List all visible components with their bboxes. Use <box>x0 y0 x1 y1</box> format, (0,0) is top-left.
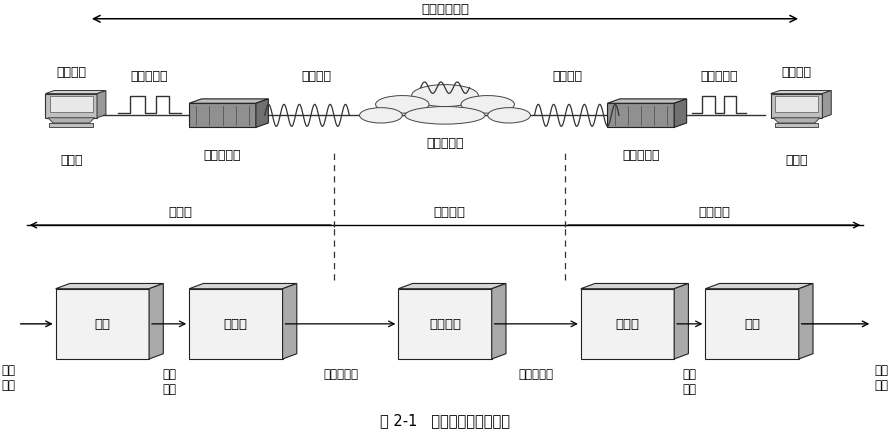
Text: 模拟信号: 模拟信号 <box>301 70 331 83</box>
Text: 数字比特流: 数字比特流 <box>700 70 738 83</box>
Polygon shape <box>45 91 106 94</box>
Text: 计算机: 计算机 <box>60 153 83 166</box>
Polygon shape <box>799 284 813 359</box>
Ellipse shape <box>461 96 514 114</box>
Text: 数字比特流: 数字比特流 <box>131 70 168 83</box>
Polygon shape <box>581 289 675 359</box>
Polygon shape <box>48 118 94 124</box>
Text: 图 2-1   数据通信系统的模型: 图 2-1 数据通信系统的模型 <box>380 412 510 427</box>
Polygon shape <box>771 94 822 118</box>
Polygon shape <box>822 91 831 118</box>
Polygon shape <box>675 284 689 359</box>
Polygon shape <box>675 99 687 128</box>
Text: 接收的信号: 接收的信号 <box>519 367 554 380</box>
Polygon shape <box>190 104 256 128</box>
Polygon shape <box>399 289 491 359</box>
Polygon shape <box>491 284 506 359</box>
Text: 传输系统: 传输系统 <box>429 318 461 331</box>
Text: 输入汉字: 输入汉字 <box>56 66 86 79</box>
Polygon shape <box>190 289 283 359</box>
Text: 终点: 终点 <box>744 318 760 331</box>
Polygon shape <box>97 91 106 118</box>
Polygon shape <box>190 284 297 289</box>
Ellipse shape <box>376 96 429 114</box>
Text: 源系统: 源系统 <box>168 206 192 219</box>
Text: 模拟信号: 模拟信号 <box>553 70 583 83</box>
Text: 计算机: 计算机 <box>785 153 808 166</box>
Text: 接收器: 接收器 <box>616 318 639 331</box>
Polygon shape <box>45 94 97 118</box>
Ellipse shape <box>405 107 485 125</box>
Polygon shape <box>190 99 269 104</box>
Text: 发送器: 发送器 <box>224 318 247 331</box>
Text: 发送的信号: 发送的信号 <box>323 367 358 380</box>
Polygon shape <box>55 289 150 359</box>
Polygon shape <box>55 284 164 289</box>
Polygon shape <box>256 99 269 128</box>
Text: 输入
信息: 输入 信息 <box>2 364 16 392</box>
Text: 公用电话网: 公用电话网 <box>426 137 464 150</box>
Polygon shape <box>150 284 164 359</box>
Polygon shape <box>607 104 675 128</box>
Ellipse shape <box>360 108 402 124</box>
Ellipse shape <box>488 108 530 124</box>
Text: 显示汉字: 显示汉字 <box>781 66 812 79</box>
Polygon shape <box>775 96 818 113</box>
Text: 调制解调器: 调制解调器 <box>204 149 241 162</box>
Text: 目的系统: 目的系统 <box>699 206 730 219</box>
Polygon shape <box>50 96 93 113</box>
Polygon shape <box>49 124 93 128</box>
Text: 调制解调器: 调制解调器 <box>622 149 659 162</box>
Polygon shape <box>771 91 831 94</box>
Ellipse shape <box>411 85 479 107</box>
Text: 输出
信息: 输出 信息 <box>874 364 888 392</box>
Polygon shape <box>774 124 819 128</box>
Polygon shape <box>399 284 506 289</box>
Polygon shape <box>581 284 689 289</box>
Text: 输入
数据: 输入 数据 <box>162 367 176 395</box>
Text: 数据通信系统: 数据通信系统 <box>421 3 469 16</box>
Text: 输出
数据: 输出 数据 <box>683 367 697 395</box>
Polygon shape <box>283 284 297 359</box>
Text: 传输系统: 传输系统 <box>433 206 465 219</box>
Polygon shape <box>705 289 799 359</box>
Polygon shape <box>705 284 813 289</box>
Polygon shape <box>607 99 687 104</box>
Text: 源点: 源点 <box>94 318 110 331</box>
Polygon shape <box>773 118 820 124</box>
